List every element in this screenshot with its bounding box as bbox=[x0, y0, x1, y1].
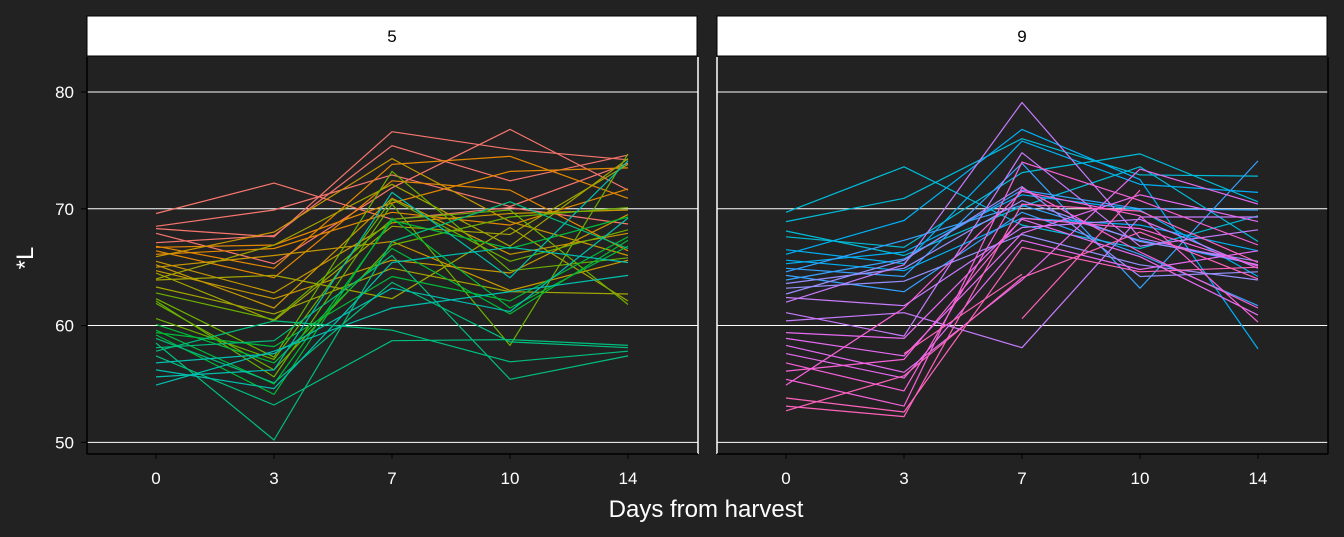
panel-2-series-line-26 bbox=[785, 161, 1259, 407]
y-tick-label-50: 50 bbox=[55, 433, 74, 452]
y-axis-title: *L bbox=[12, 247, 39, 270]
panel-1-strip-box bbox=[86, 15, 698, 57]
panel-2-series-line-16 bbox=[785, 218, 1259, 307]
panel-2-series-line-5 bbox=[785, 140, 1259, 265]
axis-layer: 0 3 7 10 14 0 3 7 10 14 50 60 70 80 bbox=[55, 57, 1329, 488]
panel-2-series-line-28 bbox=[785, 246, 1259, 413]
x-axis-title: Days from harvest bbox=[609, 496, 804, 523]
panel-1-series-line-30 bbox=[155, 254, 629, 380]
panel-1-series-line-11 bbox=[155, 209, 629, 294]
panel-2-strip-label: 9 bbox=[1017, 27, 1026, 46]
grid-layer bbox=[87, 91, 1328, 443]
panel-2-series-line-23 bbox=[785, 239, 1259, 379]
panel-1-series-line-24 bbox=[155, 239, 629, 364]
panel-1-series-line-10 bbox=[155, 158, 629, 258]
panel-1-series-line-31 bbox=[155, 320, 629, 363]
panel-1-x-tick-label-7: 7 bbox=[387, 469, 396, 488]
panel-1-series-line-8 bbox=[155, 180, 629, 279]
y-tick-label-60: 60 bbox=[55, 317, 74, 336]
panel-1-series-line-9 bbox=[155, 188, 629, 255]
y-tick-label-80: 80 bbox=[55, 83, 74, 102]
panel-1-series-line-34 bbox=[155, 246, 629, 390]
panel-1-series-line-12 bbox=[155, 197, 629, 309]
panel-1-strip-label: 5 bbox=[387, 27, 396, 46]
panel-2-series-line-4 bbox=[785, 153, 1259, 248]
panel-1-series-line-23 bbox=[155, 198, 629, 360]
panel-1-series-line-14 bbox=[155, 214, 629, 300]
panel-2-series-line-2 bbox=[785, 138, 1259, 223]
panel-1-x-tick-label-14: 14 bbox=[619, 469, 638, 488]
panel-1-series-line-26 bbox=[155, 236, 629, 348]
panel-2-series-line-30 bbox=[785, 231, 1259, 412]
panel-1-strip: 5 bbox=[86, 15, 698, 57]
panel-2-x-tick-label-0: 0 bbox=[781, 469, 790, 488]
panel-2-strip: 9 bbox=[716, 15, 1328, 57]
panel-2-series-line-27 bbox=[785, 190, 1259, 386]
panel-2-series-line-11 bbox=[785, 211, 1259, 307]
panel-1-series-line-19 bbox=[155, 209, 629, 321]
panel-2-x-tick-label-7: 7 bbox=[1017, 469, 1026, 488]
panel-1-series-line-21 bbox=[155, 153, 629, 378]
panel-2-series-line-25 bbox=[785, 217, 1259, 372]
panel-1-series-line-7 bbox=[155, 167, 629, 248]
panel-1-series-line-27 bbox=[155, 217, 629, 395]
panel-1-series-line-32 bbox=[155, 339, 629, 406]
panel-1-series-line-36 bbox=[155, 274, 629, 386]
panel-1-series-line-20 bbox=[155, 170, 629, 358]
panel-1-x-tick-label-0: 0 bbox=[151, 469, 160, 488]
panel-2-series-line-29 bbox=[785, 203, 1259, 418]
panel-2-strip-box bbox=[716, 15, 1328, 57]
panel-1-series-line-2 bbox=[155, 162, 629, 227]
panel-1-series-line-5 bbox=[155, 145, 629, 244]
panel-1-series-line-33 bbox=[155, 217, 629, 364]
panel-2-series-line-3 bbox=[785, 166, 1259, 257]
panel-2-series-line-17 bbox=[785, 101, 1259, 303]
panel-1-series-line-22 bbox=[155, 207, 629, 371]
panel-2-x-tick-label-10: 10 bbox=[1131, 469, 1150, 488]
panel-2-series-line-8 bbox=[785, 194, 1259, 278]
panel-1-series-line-18 bbox=[155, 267, 629, 315]
panel-2-series-line-20 bbox=[785, 218, 1259, 339]
panel-2-x-tick-label-14: 14 bbox=[1249, 469, 1268, 488]
panel-1-series-line-3 bbox=[155, 131, 629, 238]
y-tick-label-70: 70 bbox=[55, 200, 74, 219]
panel-2-series-line-19 bbox=[785, 216, 1258, 349]
panel-2-x-tick-label-3: 3 bbox=[899, 469, 908, 488]
panel-1-series-line-35 bbox=[155, 160, 629, 378]
panel-2-series-line-15 bbox=[785, 186, 1259, 295]
panel-2-series-line-12 bbox=[785, 189, 1259, 281]
panel-2-series-line-1 bbox=[785, 166, 1259, 250]
panel-1-series-line-28 bbox=[155, 281, 629, 384]
panel-2-partial-series-line-2 bbox=[903, 273, 1023, 355]
panel-1-x-tick-label-3: 3 bbox=[269, 469, 278, 488]
series-layer bbox=[155, 101, 1259, 441]
panel-2-series-line-21 bbox=[785, 194, 1259, 357]
panel-1-series-line-29 bbox=[155, 201, 629, 441]
panel-2-partial-series-line-1 bbox=[1021, 189, 1141, 320]
panel-1-series-line-4 bbox=[155, 128, 629, 265]
panel-1-x-tick-label-10: 10 bbox=[501, 469, 520, 488]
